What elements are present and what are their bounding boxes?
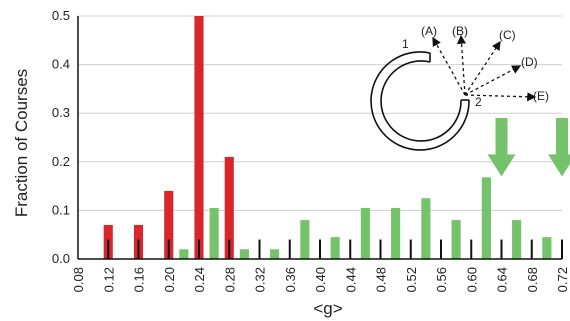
red-bar [194,16,204,259]
x-tick-label: 0.40 [313,267,328,292]
x-tick-label: 0.72 [555,267,570,292]
green-bar [421,198,431,259]
green-bar [391,207,401,259]
down-arrow-marker [487,118,516,177]
green-bar [512,220,522,259]
inset-label-a: (A) [421,24,437,38]
down-arrow-markers [487,118,570,177]
ring-end-label: 2 [475,95,482,109]
red-bar [224,156,234,259]
x-tick-label: 0.64 [495,267,510,292]
green-bar [542,237,552,259]
ring-start-label: 1 [402,37,409,51]
y-tick-labels: 0.0 0.1 0.2 0.3 0.4 0.5 [52,8,70,266]
axes [77,16,562,260]
x-axis-label: <g> [313,299,342,318]
black-tick-marks [107,239,563,259]
x-tick-label: 0.16 [132,267,147,292]
x-tick-label: 0.08 [71,267,86,292]
x-tick-label: 0.12 [101,267,116,292]
dashed-arrow-d [464,65,522,96]
bars [103,16,552,259]
y-axis-label: Fraction of Courses [12,69,31,217]
y-tick-label: 0.1 [52,202,70,217]
y-tick-label: 0.2 [52,154,70,169]
x-tick-label: 0.24 [192,267,207,292]
dashed-arrow-a [432,36,466,96]
x-tick-label: 0.36 [283,267,298,292]
green-bar [300,220,310,259]
x-tick-label: 0.20 [162,267,177,292]
green-bar [270,249,280,259]
x-tick-label: 0.32 [253,267,268,292]
dashed-arrow-b [456,34,467,96]
y-tick-label: 0.3 [52,105,70,120]
green-bar [239,249,249,259]
x-tick-label: 0.52 [404,267,419,292]
y-tick-label: 0.4 [52,57,70,72]
dashed-arrow-c [464,40,501,96]
green-bar [209,207,219,259]
x-tick-label: 0.44 [343,267,358,292]
green-bar [330,237,340,259]
ring-outer [370,51,470,151]
x-tick-labels: 0.08 0.12 0.16 0.20 0.24 0.28 0.32 0.36 0.40 0.44… [71,267,570,292]
x-tick-label: 0.48 [374,267,389,292]
ring-inner [380,60,462,142]
inset-ring-diagram: 1 2 (A) (B) (C) (D) (E) [370,24,549,151]
x-tick-label: 0.56 [434,267,449,292]
inset-label-d: (D) [521,55,538,69]
inset-label-e: (E) [533,89,549,103]
down-arrow-marker [548,118,570,177]
green-bar [360,207,370,259]
x-tick-label: 0.28 [222,267,237,292]
x-tick-label: 0.60 [464,267,479,292]
y-tick-label: 0.5 [52,8,70,23]
red-bar [164,190,174,259]
green-bar [451,220,461,259]
green-bar [179,249,189,259]
y-tick-label: 0.0 [52,251,70,266]
x-tick-label: 0.68 [525,267,540,292]
green-bar [481,177,491,259]
inset-label-b: (B) [452,24,468,38]
inset-label-c: (C) [499,28,516,42]
gridlines [78,15,562,211]
